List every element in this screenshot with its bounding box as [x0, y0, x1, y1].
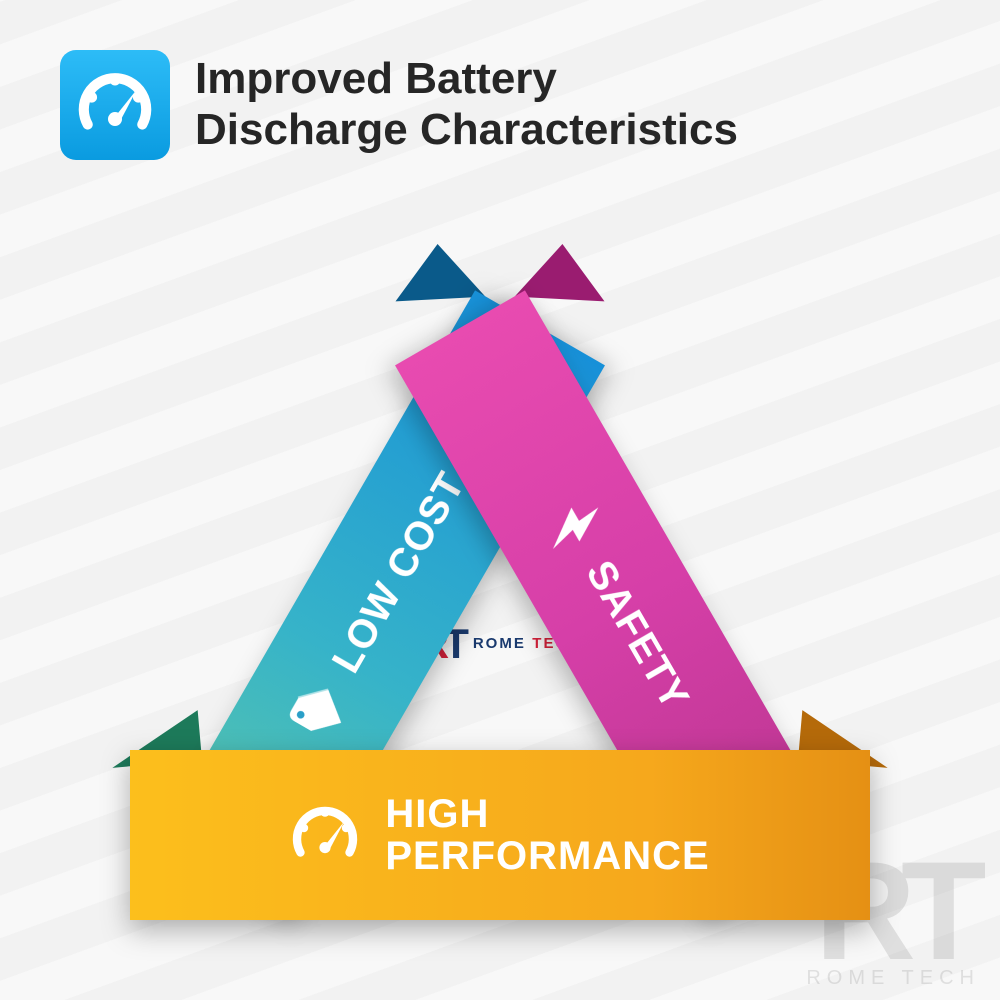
lightning-bolt-icon	[536, 489, 613, 562]
ribbon-high-performance: HIGH PERFORMANCE	[130, 750, 870, 920]
watermark-text: ROME TECH	[806, 967, 980, 990]
high-performance-label: HIGH PERFORMANCE	[385, 793, 709, 877]
triangle-infographic: RT ROME TECH LOW COST SAFETY	[120, 230, 880, 950]
speedometer-icon	[60, 50, 170, 160]
price-tag-icon	[282, 673, 357, 748]
safety-label: SAFETY	[577, 553, 698, 717]
title-line-2: Discharge Characteristics	[195, 105, 738, 156]
page-title: Improved Battery Discharge Characteristi…	[195, 54, 738, 155]
left-ribbon-fold	[393, 242, 486, 302]
title-line-1: Improved Battery	[195, 54, 738, 105]
speedometer-icon	[290, 800, 360, 870]
header: Improved Battery Discharge Characteristi…	[60, 50, 738, 160]
right-ribbon-fold	[515, 242, 608, 302]
